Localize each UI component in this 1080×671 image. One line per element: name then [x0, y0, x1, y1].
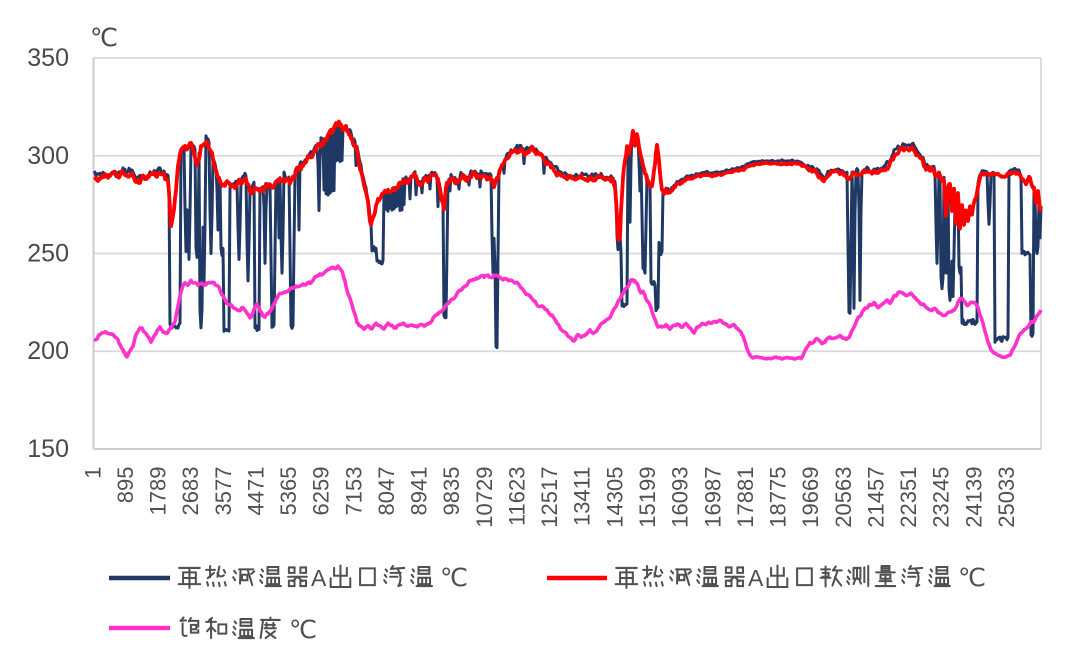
- svg-text:10729: 10729: [472, 467, 497, 528]
- svg-text:16987: 16987: [700, 467, 725, 528]
- svg-text:2683: 2683: [178, 467, 203, 516]
- svg-text:3577: 3577: [211, 467, 236, 516]
- svg-text:9835: 9835: [439, 467, 464, 516]
- svg-text:6259: 6259: [309, 467, 334, 516]
- svg-text:1789: 1789: [146, 467, 171, 516]
- svg-text:895: 895: [113, 467, 138, 504]
- svg-text:8941: 8941: [407, 467, 432, 516]
- svg-text:14305: 14305: [602, 467, 627, 528]
- svg-text:25033: 25033: [994, 467, 1019, 528]
- svg-text:7153: 7153: [341, 467, 366, 516]
- svg-text:8047: 8047: [374, 467, 399, 516]
- svg-text:200: 200: [27, 337, 69, 365]
- svg-text:13411: 13411: [570, 467, 595, 527]
- svg-text:19669: 19669: [798, 467, 823, 528]
- svg-text:22351: 22351: [896, 467, 921, 528]
- svg-text:1: 1: [80, 467, 105, 479]
- svg-text:11623: 11623: [505, 467, 530, 527]
- svg-text:℃: ℃: [289, 616, 317, 644]
- svg-text:20563: 20563: [831, 467, 856, 528]
- svg-text:℃: ℃: [958, 564, 986, 592]
- svg-text:A: A: [748, 565, 764, 591]
- svg-text:150: 150: [27, 435, 69, 463]
- svg-text:250: 250: [27, 240, 69, 268]
- svg-text:16093: 16093: [668, 467, 693, 528]
- svg-text:12517: 12517: [537, 467, 562, 528]
- svg-text:A: A: [311, 565, 327, 591]
- svg-text:5365: 5365: [276, 467, 301, 516]
- svg-text:300: 300: [27, 142, 69, 170]
- svg-text:18775: 18775: [766, 467, 791, 528]
- svg-text:℃: ℃: [90, 24, 118, 52]
- svg-text:24139: 24139: [961, 467, 986, 528]
- svg-text:15199: 15199: [635, 467, 660, 528]
- svg-text:℃: ℃: [440, 564, 468, 592]
- svg-text:23245: 23245: [929, 467, 954, 528]
- svg-text:350: 350: [27, 44, 69, 72]
- svg-text:21457: 21457: [863, 467, 888, 528]
- svg-text:17881: 17881: [733, 467, 758, 528]
- svg-text:4471: 4471: [243, 467, 268, 516]
